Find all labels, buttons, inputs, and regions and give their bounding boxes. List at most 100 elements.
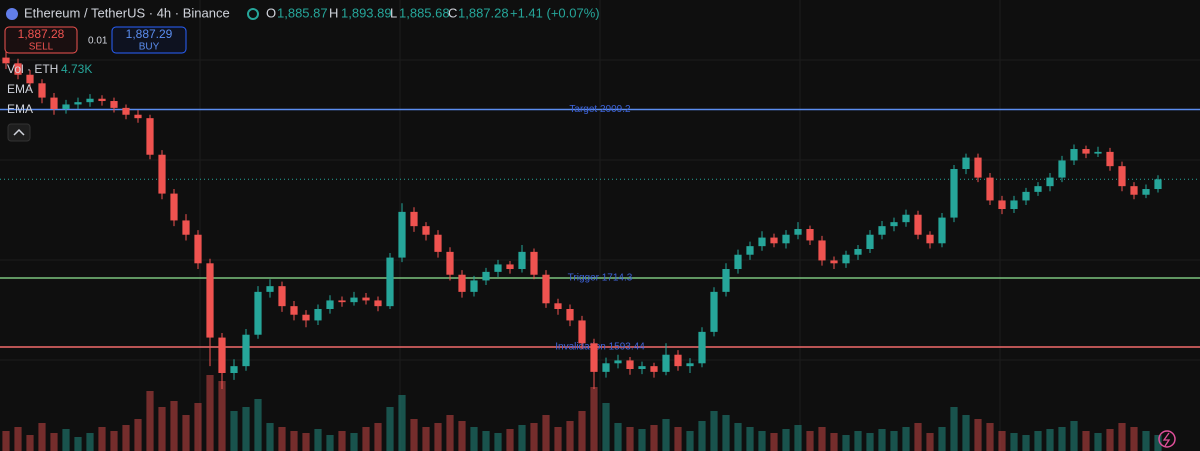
volume-bar bbox=[326, 435, 334, 451]
volume-bar bbox=[698, 421, 706, 451]
volume-bar bbox=[146, 391, 154, 451]
buy-price[interactable]: 1,887.29 bbox=[126, 27, 173, 41]
candle-body bbox=[782, 234, 790, 244]
volume-bar bbox=[110, 431, 118, 451]
candle-body bbox=[422, 226, 430, 235]
candle-body bbox=[314, 309, 322, 321]
candle-body bbox=[554, 303, 562, 310]
volume-bar bbox=[254, 399, 262, 451]
candle-body bbox=[938, 217, 946, 244]
candle-body bbox=[614, 360, 622, 364]
ohlc-letter: O bbox=[266, 5, 276, 20]
volume-bar bbox=[866, 433, 874, 451]
candle-body bbox=[626, 360, 634, 370]
candle-body bbox=[362, 297, 370, 301]
sell-price[interactable]: 1,887.28 bbox=[18, 27, 65, 41]
candle-body bbox=[254, 291, 262, 335]
volume-bar bbox=[38, 423, 46, 451]
volume-bar bbox=[950, 407, 958, 451]
volume-bar bbox=[302, 433, 310, 451]
volume-bar bbox=[434, 423, 442, 451]
volume-bar bbox=[470, 427, 478, 451]
candle-body bbox=[158, 154, 166, 194]
volume-bar bbox=[938, 427, 946, 451]
volume-bar bbox=[1130, 427, 1138, 451]
volume-bar bbox=[62, 429, 70, 451]
volume-bar bbox=[770, 433, 778, 451]
volume-bar bbox=[2, 431, 10, 451]
ema-label[interactable]: EMA bbox=[7, 82, 33, 96]
volume-bar bbox=[1142, 431, 1150, 451]
volume-bar bbox=[806, 431, 814, 451]
volume-bar bbox=[686, 431, 694, 451]
candle-body bbox=[830, 260, 838, 264]
volume-bar bbox=[614, 423, 622, 451]
order-quantity[interactable]: 0.01 bbox=[88, 36, 108, 47]
volume-bar bbox=[1118, 423, 1126, 451]
volume-bar bbox=[386, 407, 394, 451]
candle-body bbox=[434, 234, 442, 252]
candle-body bbox=[566, 309, 574, 321]
volume-bar bbox=[350, 433, 358, 451]
volume-bar bbox=[482, 431, 490, 451]
volume-bar bbox=[650, 425, 658, 451]
ohlc-value: 1,893.89 bbox=[341, 5, 392, 20]
volume-bar bbox=[842, 435, 850, 451]
candle-body bbox=[26, 74, 34, 84]
volume-bar bbox=[50, 433, 58, 451]
symbol-title[interactable]: Ethereum / TetherUS · 4h · Binance bbox=[24, 5, 230, 20]
level-label: Target 2009.2 bbox=[569, 104, 631, 115]
volume-bar bbox=[626, 427, 634, 451]
volume-label[interactable]: Vol · ETH bbox=[7, 62, 58, 76]
volume-bar bbox=[554, 427, 562, 451]
candle-body bbox=[710, 291, 718, 332]
collapse-icon bbox=[13, 128, 25, 136]
candle-body bbox=[1082, 149, 1090, 154]
volume-bar bbox=[458, 421, 466, 451]
ohlc-value: 1,887.28 bbox=[458, 5, 509, 20]
alert-icon[interactable] bbox=[1158, 430, 1176, 448]
candle-body bbox=[470, 280, 478, 292]
collapse-button[interactable] bbox=[7, 123, 31, 142]
volume-bar bbox=[674, 427, 682, 451]
candle-body bbox=[650, 366, 658, 372]
candle-body bbox=[878, 226, 886, 235]
candle-body bbox=[374, 300, 382, 307]
ohlc-letter: C bbox=[448, 5, 457, 20]
volume-bar bbox=[506, 429, 514, 451]
candle-body bbox=[410, 211, 418, 227]
volume-bar bbox=[1034, 431, 1042, 451]
candle-body bbox=[494, 264, 502, 272]
volume-bar bbox=[578, 411, 586, 451]
buy-button[interactable] bbox=[111, 26, 187, 54]
candle-body bbox=[1130, 186, 1138, 195]
sell-button[interactable] bbox=[4, 26, 78, 54]
volume-bar bbox=[122, 425, 130, 451]
sell-label[interactable]: SELL bbox=[29, 42, 54, 53]
volume-bar bbox=[602, 403, 610, 451]
ohlc-letter: L bbox=[390, 5, 397, 20]
candle-body bbox=[206, 263, 214, 338]
candle-body bbox=[1142, 189, 1150, 195]
candle-body bbox=[818, 240, 826, 261]
candle-body bbox=[758, 237, 766, 247]
ema-label[interactable]: EMA bbox=[7, 102, 33, 116]
volume-bar bbox=[926, 433, 934, 451]
candle-body bbox=[38, 83, 46, 98]
volume-bar bbox=[278, 427, 286, 451]
volume-bar bbox=[974, 419, 982, 451]
volume-bar bbox=[638, 429, 646, 451]
candle-body bbox=[686, 363, 694, 367]
candle-body bbox=[590, 343, 598, 372]
volume-bar bbox=[782, 429, 790, 451]
volume-bar bbox=[566, 421, 574, 451]
buy-label[interactable]: BUY bbox=[139, 42, 160, 53]
candle-body bbox=[1154, 179, 1162, 190]
candle-body bbox=[1118, 166, 1126, 187]
candle-body bbox=[506, 264, 514, 270]
volume-bar bbox=[1058, 427, 1066, 451]
candle-body bbox=[86, 98, 94, 103]
